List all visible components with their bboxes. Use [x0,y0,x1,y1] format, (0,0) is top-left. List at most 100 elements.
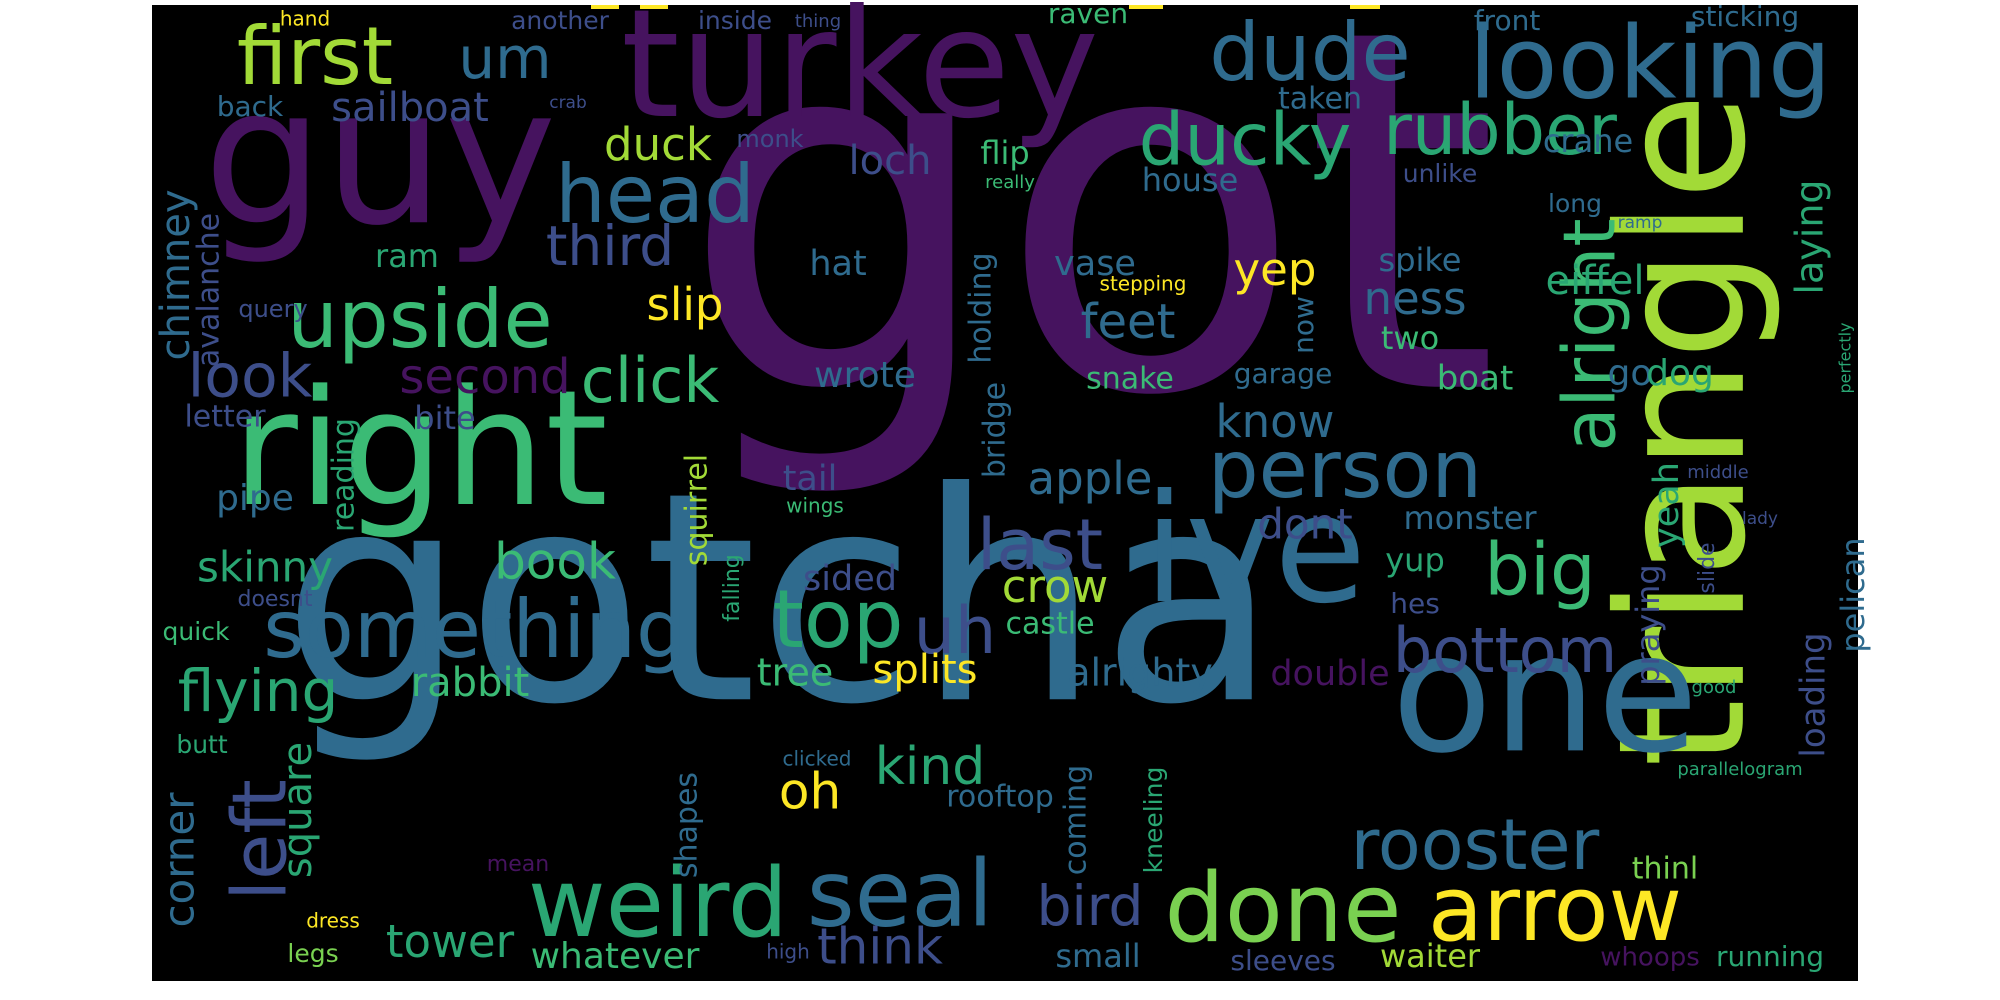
word-top: top [772,573,903,666]
word-square: square [275,742,321,878]
word-tree: tree [757,651,833,695]
word-slide: slide [1695,542,1720,593]
word-gotcha: gotcha [282,431,1278,768]
word-wings: wings [786,494,844,518]
word-vase: vase [1054,244,1136,284]
word-raven: raven [1048,0,1128,30]
word-hand: hand [280,7,330,31]
word-thing: thing [795,11,841,32]
word-book: book [494,533,616,591]
word-shapes: shapes [670,772,705,878]
word-doesnt: doesnt [238,587,313,612]
word-bridge: bridge [978,382,1013,478]
word-tail: tail [783,459,838,499]
word-weird: weird [528,849,788,959]
clipped-word-fragment [1129,5,1163,9]
word-sided: sided [803,559,897,599]
word-house: house [1142,161,1239,199]
word-dude: dude [1209,6,1410,99]
word-looking: looking [1469,4,1832,121]
word-slip: slip [646,278,723,331]
word-crow: crow [1002,560,1109,613]
word-lady: lady [1742,509,1778,529]
word-waiter: waiter [1380,937,1481,975]
word-parallelogram: parallelogram [1677,759,1802,780]
word-sticking: sticking [1691,0,1799,33]
word-wrote: wrote [814,355,916,396]
word-clicked: clicked [783,747,852,771]
word-right: right [232,355,608,542]
word-done: done [1164,854,1401,964]
word-castle: castle [1005,607,1094,642]
word-rooster: rooster [1351,804,1600,886]
word-third: third [546,214,674,278]
word-crab: crab [549,93,587,113]
word-long: long [1548,189,1602,218]
word-corner: corner [155,792,204,928]
word-squirrel: squirrel [680,454,715,566]
word-second: second [399,349,570,405]
word-uh: uh [914,594,996,669]
word-skinny: skinny [197,543,333,592]
word-dress: dress [306,909,360,933]
word-hat: hat [809,244,866,284]
clipped-word-fragment [1350,5,1380,9]
word-crane: crane [1543,122,1633,160]
word-dog: dog [1646,353,1714,394]
word-loading: loading [1794,632,1834,757]
word-garage: garage [1234,357,1333,390]
word-whoops: whoops [1600,943,1700,973]
word-reading: reading [327,418,362,532]
word-kind: kind [875,737,986,797]
word-bird: bird [1037,874,1144,938]
word-avalanche: avalanche [192,213,227,367]
word-know: know [1216,395,1335,448]
word-inside: inside [698,6,772,35]
word-something: something [263,583,687,676]
word-rubber: rubber [1383,89,1617,171]
word-sleeves: sleeves [1230,944,1335,977]
word-rooftop: rooftop [946,780,1054,815]
word-got: got [680,0,1499,505]
word-first: first [237,10,393,103]
word-boat: boat [1437,359,1514,399]
word-think: think [817,918,943,976]
word-look: look [188,342,313,412]
word-butt: butt [176,730,228,759]
word-high: high [766,940,810,964]
word-mean: mean [487,852,549,877]
word-arrow: arrow [1428,857,1682,962]
word-ive: ive [1144,463,1367,637]
word-seal: seal [807,840,993,947]
word-alright: alright [1548,218,1632,451]
word-laying: laying [1788,179,1832,294]
word-good: good [1692,677,1737,698]
word-letter: letter [184,400,266,435]
word-running: running [1716,940,1824,973]
word-holding: holding [964,252,999,363]
word-loch: loch [849,138,932,184]
word-thinl: thinl [1632,852,1698,887]
word-kneeling: kneeling [1139,767,1168,874]
word-coming: coming [1059,765,1094,875]
word-splits: splits [873,647,978,693]
word-now: now [1287,296,1320,354]
word-go: go [1608,353,1653,394]
word-eiffel: eiffel [1545,258,1644,304]
word-whatever: whatever [531,936,700,977]
word-um: um [458,24,551,92]
word-monk: monk [736,125,803,153]
word-yeah: yeah [1647,462,1687,548]
word-click: click [581,344,720,417]
cloud-background [152,5,1858,981]
word-chimney: chimney [153,189,199,360]
word-yep: yep [1234,243,1317,296]
word-guy: guy [203,46,556,267]
word-unlike: unlike [1403,159,1478,188]
word-duck: duck [604,118,712,171]
word-sailboat: sailboat [331,85,489,131]
word-query: query [238,295,307,323]
word-perfectly: perfectly [1836,322,1855,393]
word-alrighty: alrighty [1067,651,1213,695]
